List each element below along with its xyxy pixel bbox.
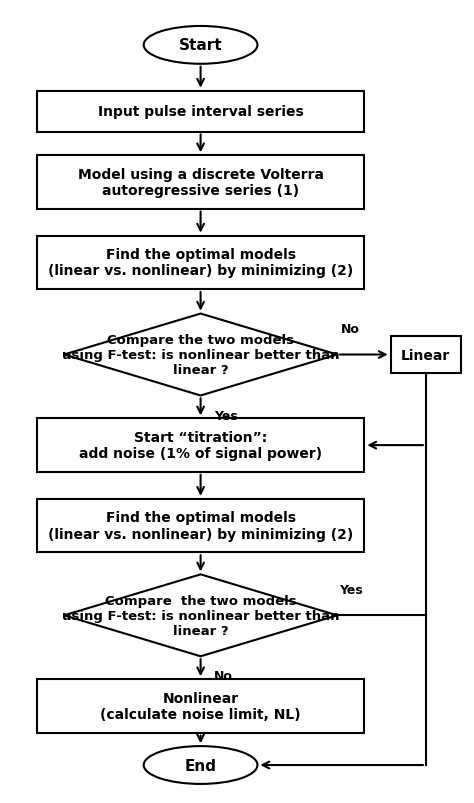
Text: Yes: Yes <box>339 583 363 596</box>
Text: No: No <box>341 323 360 336</box>
FancyBboxPatch shape <box>37 236 365 290</box>
Polygon shape <box>64 314 337 396</box>
Text: Start “titration”:
add noise (1% of signal power): Start “titration”: add noise (1% of sign… <box>79 430 322 461</box>
FancyBboxPatch shape <box>37 679 365 733</box>
FancyBboxPatch shape <box>37 419 365 472</box>
FancyBboxPatch shape <box>37 499 365 552</box>
Text: Compare the two models
using F-test: is nonlinear better than
linear ?: Compare the two models using F-test: is … <box>62 333 339 377</box>
FancyBboxPatch shape <box>391 336 461 374</box>
Polygon shape <box>64 575 337 657</box>
Text: Find the optimal models
(linear vs. nonlinear) by minimizing (2): Find the optimal models (linear vs. nonl… <box>48 248 353 278</box>
Text: Linear: Linear <box>401 348 450 362</box>
Text: Start: Start <box>179 39 222 53</box>
Text: End: End <box>184 757 217 772</box>
Text: Input pulse interval series: Input pulse interval series <box>98 105 303 119</box>
Text: Compare  the two models
using F-test: is nonlinear better than
linear ?: Compare the two models using F-test: is … <box>62 594 339 637</box>
Text: No: No <box>214 670 233 683</box>
Text: Nonlinear
(calculate noise limit, NL): Nonlinear (calculate noise limit, NL) <box>100 691 301 721</box>
FancyBboxPatch shape <box>37 92 365 132</box>
Text: Yes: Yes <box>214 410 238 422</box>
Text: Model using a discrete Volterra
autoregressive series (1): Model using a discrete Volterra autoregr… <box>78 168 324 198</box>
Text: Find the optimal models
(linear vs. nonlinear) by minimizing (2): Find the optimal models (linear vs. nonl… <box>48 511 353 541</box>
Ellipse shape <box>144 746 257 784</box>
Ellipse shape <box>144 27 257 65</box>
FancyBboxPatch shape <box>37 156 365 210</box>
